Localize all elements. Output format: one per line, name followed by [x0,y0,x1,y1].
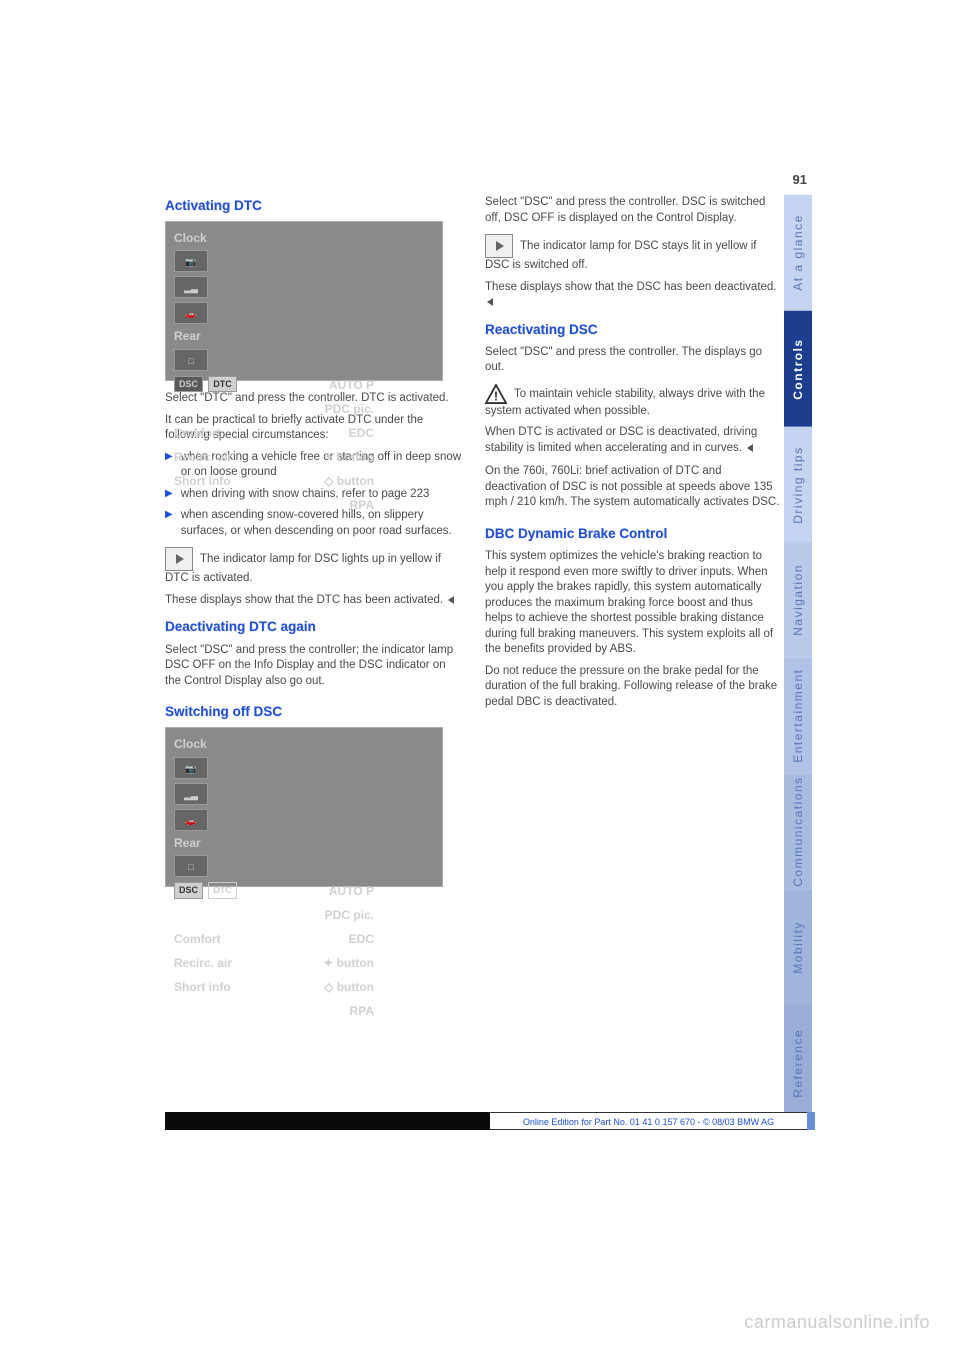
ss-rear-label: Rear [174,328,234,344]
footer-bar: Online Edition for Part No. 01 41 0 157 … [165,1112,815,1130]
tab-driving-tips[interactable]: Driving tips [784,427,812,543]
ss-auto-p: AUTO P [329,377,374,393]
p-warning-limited: When DTC is activated or DSC is deactiva… [485,425,783,456]
graph-icon: ▂▃ [174,783,208,805]
graph-icon: ▂▃ [174,276,208,298]
tab-entertainment[interactable]: Entertainment [784,658,812,774]
heading-activating-dtc: Activating DTC [165,197,463,215]
arrow-left-icon [747,444,753,452]
bullet-icon: ▶ [165,508,173,539]
bullet-icon: ▶ [165,450,173,481]
heading-deactivating-dtc: Deactivating DTC again [165,618,463,636]
ss-clock-label: Clock [174,736,234,752]
indicator-lamp-icon [165,547,193,571]
indicator-lamp-icon [485,234,513,258]
ss-rear-label: Rear [174,835,234,851]
p-indicator-dsc: The indicator lamp for DSC stays lit in … [485,234,783,274]
footer-black-left [165,1112,490,1130]
p-warning-stability: ! To maintain vehicle stability, always … [485,384,783,420]
bullet-icon: ▶ [165,487,173,503]
left-column: Activating DTC Clock 📷 ▂▃ 🚗 Rear □ DSC D… [165,195,463,897]
tab-controls[interactable]: Controls [784,311,812,427]
camera-icon: 📷 [174,250,208,272]
manual-page: 91 Activating DTC Clock 📷 ▂▃ 🚗 Rear □ DS… [0,0,960,1160]
tab-navigation[interactable]: Navigation [784,542,812,658]
tab-at-a-glance[interactable]: At a glance [784,195,812,311]
heading-switching-off-dsc: Switching off DSC [165,703,463,721]
section-tabs: At a glance Controls Driving tips Naviga… [784,195,812,1121]
p-displays-dtc: These displays show that the DTC has bee… [165,593,463,609]
content-area: Activating DTC Clock 📷 ▂▃ 🚗 Rear □ DSC D… [165,195,785,897]
screen-icon: □ [174,349,208,371]
p-reactivate-dsc: Select "DSC" and press the controller. T… [485,345,783,376]
camera-icon: 📷 [174,757,208,779]
p-indicator-dtc: The indicator lamp for DSC lights up in … [165,547,463,587]
heading-reactivating-dsc: Reactivating DSC [485,321,783,339]
svg-text:!: ! [494,388,498,403]
footer-edge [807,1112,815,1130]
arrow-left-icon [487,298,493,306]
tab-reference[interactable]: Reference [784,1005,812,1121]
screen-icon: □ [174,855,208,877]
dsc-chip-active: DSC [174,882,203,898]
ss-clock-label: Clock [174,230,234,246]
car-icon: 🚗 [174,302,208,324]
p-dbc-desc: This system optimizes the vehicle's brak… [485,549,783,658]
watermark: carmanualsonline.info [744,1312,930,1333]
p-deactivate-dtc: Select "DSC" and press the controller; t… [165,643,463,690]
dtc-chip-active: DTC [208,376,237,392]
p-dbc-pedal: Do not reduce the pressure on the brake … [485,664,783,711]
p-760: On the 760i, 760Li: brief activation of … [485,464,783,511]
ss-auto-p: AUTO P [329,883,374,899]
warning-triangle-icon: ! [485,384,507,404]
page-number: 91 [793,172,807,187]
dsc-chip: DSC [174,376,203,392]
footer-edition-text: Online Edition for Part No. 01 41 0 157 … [490,1112,807,1130]
dtc-chip-outline: DTC [208,882,237,898]
screenshot-dtc-active: Clock 📷 ▂▃ 🚗 Rear □ DSC DTC AUTO P [165,221,443,381]
arrow-left-icon [448,596,454,604]
car-icon: 🚗 [174,809,208,831]
p-displays-dsc: These displays show that the DSC has bee… [485,280,783,311]
tab-mobility[interactable]: Mobility [784,890,812,1006]
screenshot-dsc-off: Clock 📷 ▂▃ 🚗 Rear □ DSC DTC AUTO P [165,727,443,887]
p-select-dsc: Select "DSC" and press the controller. D… [485,195,783,226]
right-column: Select "DSC" and press the controller. D… [485,195,783,897]
tab-communications[interactable]: Communications [784,774,812,890]
heading-dbc: DBC Dynamic Brake Control [485,525,783,543]
